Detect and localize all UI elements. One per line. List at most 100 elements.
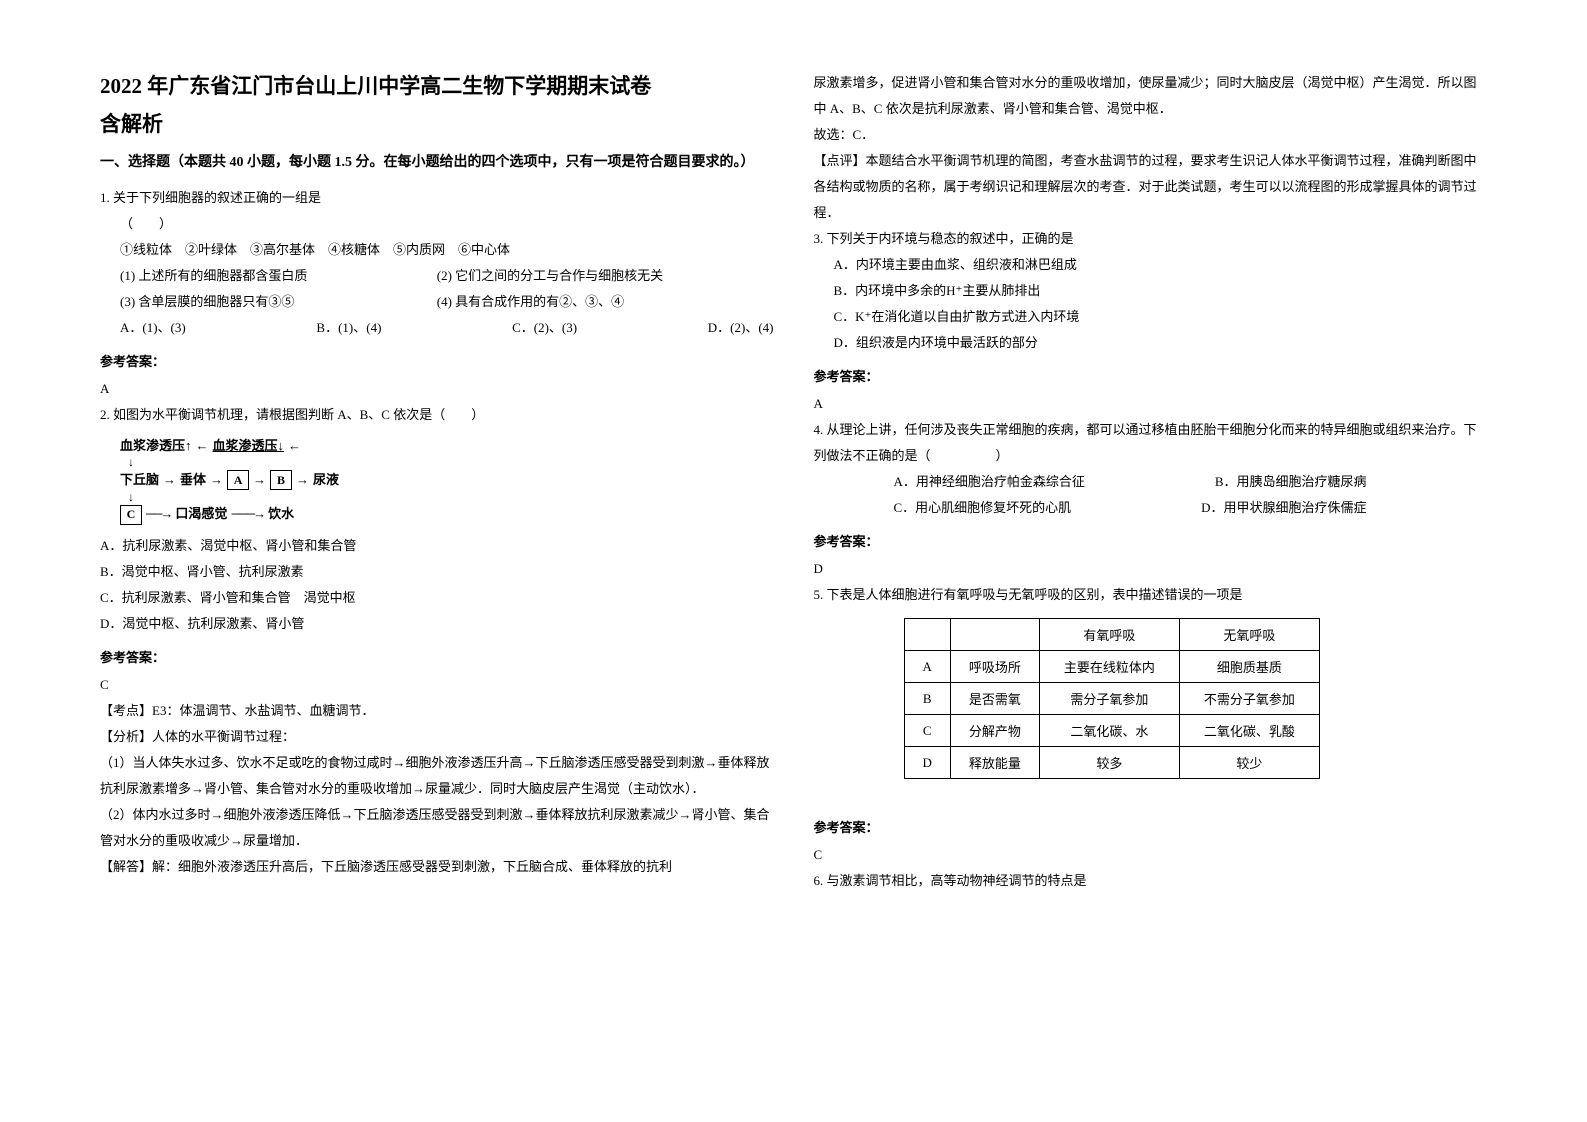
q2-answer: C [100,672,774,698]
table-cell [950,619,1039,651]
q4-answer-label: 参考答案： [814,531,1488,550]
arrow-icon: → [296,468,309,493]
q4-optD: D．用甲状腺细胞治疗侏儒症 [1201,495,1366,521]
q3-answer-label: 参考答案： [814,366,1488,385]
q2-optB: B．渴觉中枢、肾小管、抗利尿激素 [100,559,774,585]
diag-box-b: B [270,470,292,490]
diag-pituitary: 垂体 [180,468,206,493]
q2-diagram: 血浆渗透压↑ ← 血浆渗透压↓ ← ↓ 下丘脑 → 垂体 → A → B → 尿… [120,434,774,527]
table-cell: 较少 [1179,747,1319,779]
q4-optB: B．用胰岛细胞治疗糖尿病 [1215,469,1367,495]
q1-optD: D．(2)、(4) [708,315,774,341]
q6-stem: 6. 与激素调节相比，高等动物神经调节的特点是 [814,868,1488,894]
table-cell: 有氧呼吸 [1039,619,1179,651]
diag-box-a: A [227,470,249,490]
table-cell: 无氧呼吸 [1179,619,1319,651]
question-3: 3. 下列关于内环境与稳态的叙述中，正确的是 A．内环境主要由血浆、组织液和淋巴… [814,226,1488,356]
q5-answer-label: 参考答案： [814,817,1488,836]
section-1-header: 一、选择题（本题共 40 小题，每小题 1.5 分。在每小题给出的四个选项中，只… [100,150,774,175]
diag-hypothalamus: 下丘脑 [120,468,159,493]
table-cell: 细胞质基质 [1179,651,1319,683]
q1-sub1: (1) 上述所有的细胞器都含蛋白质 [100,263,437,289]
arrow-icon: ──→ [146,502,171,527]
q1-blank: （ ） [100,211,774,237]
right-column: 尿激素增多，促进肾小管和集合管对水分的重吸收增加，使尿量减少；同时大脑皮层（渴觉… [814,70,1488,1072]
q2-conclusion: 故选：C． [814,122,1488,148]
q3-optC: C．K⁺在消化道以自由扩散方式进入内环境 [814,304,1488,330]
q2-analysis-label: 【分析】人体的水平衡调节过程： [100,724,774,750]
table-cell: 不需分子氧参加 [1179,683,1319,715]
diag-top-right: 血浆渗透压↓ [213,434,285,459]
table-cell: 需分子氧参加 [1039,683,1179,715]
q2-analysis-1: （1）当人体失水过多、饮水不足或吃的食物过咸时→细胞外液渗透压升高→下丘脑渗透压… [100,750,774,802]
q2-exam-point: 【考点】E3：体温调节、水盐调节、血糖调节． [100,698,774,724]
q1-sub2: (2) 它们之间的分工与合作与细胞核无关 [437,263,774,289]
question-4: 4. 从理论上讲，任何涉及丧失正常细胞的疾病，都可以通过移植由胚胎干细胞分化而来… [814,417,1488,521]
q2-solve: 【解答】解：细胞外液渗透压升高后，下丘脑渗透压感受器受到刺激，下丘脑合成、垂体释… [100,854,774,880]
table-row: A 呼吸场所 主要在线粒体内 细胞质基质 [904,651,1319,683]
q1-answer: A [100,376,774,402]
q1-optB: B．(1)、(4) [316,315,381,341]
q5-table: 有氧呼吸 无氧呼吸 A 呼吸场所 主要在线粒体内 细胞质基质 B 是否需氧 需分… [904,618,1320,779]
table-cell [904,619,950,651]
q1-sub4: (4) 具有合成作用的有②、③、④ [437,289,774,315]
table-cell: 呼吸场所 [950,651,1039,683]
table-cell: 分解产物 [950,715,1039,747]
down-arrow-icon: ↓ [128,458,774,468]
q2-optD: D．渴觉中枢、抗利尿激素、肾小管 [100,611,774,637]
page-title-line2: 含解析 [100,108,774,138]
diag-drink: 饮水 [268,502,294,527]
q2-optA: A．抗利尿激素、渴觉中枢、肾小管和集合管 [100,533,774,559]
table-cell: 释放能量 [950,747,1039,779]
q2-optC: C．抗利尿激素、肾小管和集合管 渴觉中枢 [100,585,774,611]
arrow-icon: → [253,468,266,493]
diag-urine: 尿液 [313,468,339,493]
q4-answer: D [814,556,1488,582]
q2-analysis-2: （2）体内水过多时→细胞外液渗透压降低→下丘脑渗透压感受器受到刺激→垂体释放抗利… [100,802,774,854]
diag-box-c: C [120,505,142,525]
table-cell: C [904,715,950,747]
table-cell: 二氧化碳、乳酸 [1179,715,1319,747]
page-title-line1: 2022 年广东省江门市台山上川中学高二生物下学期期末试卷 [100,70,774,104]
q2-comment: 【点评】本题结合水平衡调节机理的简图，考查水盐调节的过程，要求考生识记人体水平衡… [814,148,1488,226]
q3-optB: B．内环境中多余的H⁺主要从肺排出 [814,278,1488,304]
q3-answer: A [814,391,1488,417]
q1-optC: C．(2)、(3) [512,315,577,341]
down-arrow-icon: ↓ [128,493,774,503]
table-row: B 是否需氧 需分子氧参加 不需分子氧参加 [904,683,1319,715]
q1-sub3: (3) 含单层膜的细胞器只有③⑤ [100,289,437,315]
q4-optA: A．用神经细胞治疗帕金森综合征 [894,469,1085,495]
q3-optA: A．内环境主要由血浆、组织液和淋巴组成 [814,252,1488,278]
table-cell: D [904,747,950,779]
q3-stem: 3. 下列关于内环境与稳态的叙述中，正确的是 [814,226,1488,252]
q2-stem: 2. 如图为水平衡调节机理，请根据图判断 A、B、C 依次是（ ） [100,402,774,428]
arrow-icon: → [163,468,176,493]
q1-answer-label: 参考答案： [100,351,774,370]
diag-thirst: 口渴感觉 [175,502,227,527]
left-column: 2022 年广东省江门市台山上川中学高二生物下学期期末试卷 含解析 一、选择题（… [100,70,774,1072]
q4-optC: C．用心肌细胞修复坏死的心肌 [894,495,1072,521]
question-1: 1. 关于下列细胞器的叙述正确的一组是 （ ） ①线粒体 ②叶绿体 ③高尔基体 … [100,185,774,341]
q5-answer: C [814,842,1488,868]
arrow-icon: ← [288,434,301,459]
table-cell: 较多 [1039,747,1179,779]
q3-optD: D．组织液是内环境中最活跃的部分 [814,330,1488,356]
table-cell: 是否需氧 [950,683,1039,715]
table-row: C 分解产物 二氧化碳、水 二氧化碳、乳酸 [904,715,1319,747]
q2-solve-cont: 尿激素增多，促进肾小管和集合管对水分的重吸收增加，使尿量减少；同时大脑皮层（渴觉… [814,70,1488,122]
question-5: 5. 下表是人体细胞进行有氧呼吸与无氧呼吸的区别，表中描述错误的一项是 有氧呼吸… [814,582,1488,789]
table-cell: 二氧化碳、水 [1039,715,1179,747]
table-cell: 主要在线粒体内 [1039,651,1179,683]
table-header-row: 有氧呼吸 无氧呼吸 [904,619,1319,651]
q1-items: ①线粒体 ②叶绿体 ③高尔基体 ④核糖体 ⑤内质网 ⑥中心体 [100,237,774,263]
q1-stem: 1. 关于下列细胞器的叙述正确的一组是 [100,185,774,211]
q1-optA: A．(1)、(3) [120,315,186,341]
arrow-icon: ───→ [231,502,264,527]
table-cell: A [904,651,950,683]
table-row: D 释放能量 较多 较少 [904,747,1319,779]
q2-answer-label: 参考答案： [100,647,774,666]
q4-stem: 4. 从理论上讲，任何涉及丧失正常细胞的疾病，都可以通过移植由胚胎干细胞分化而来… [814,417,1488,469]
arrow-icon: → [210,468,223,493]
arrow-icon: ← [196,434,209,459]
table-cell: B [904,683,950,715]
